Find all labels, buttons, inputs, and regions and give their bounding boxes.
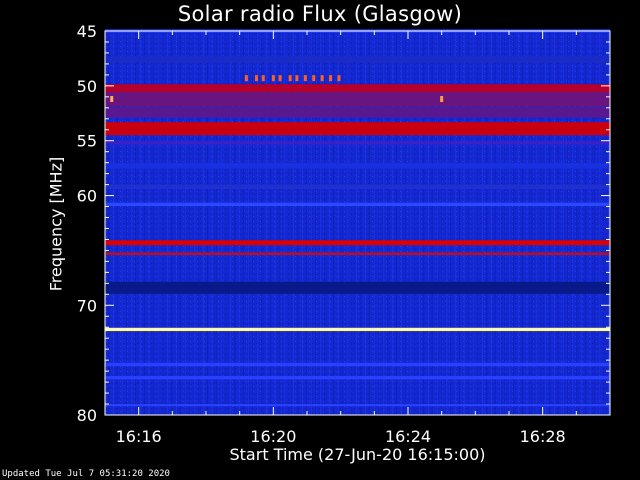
frequency-band xyxy=(105,91,610,107)
frequency-band xyxy=(105,252,610,256)
frequency-band xyxy=(105,281,610,294)
burst-mark xyxy=(295,75,299,82)
frequency-band xyxy=(105,404,610,407)
frequency-band xyxy=(105,328,610,331)
frequency-band xyxy=(105,184,610,189)
burst-mark xyxy=(110,96,114,103)
x-tick-label: 16:24 xyxy=(385,427,431,446)
burst-mark xyxy=(337,75,341,82)
burst-mark xyxy=(288,75,292,82)
frequency-band xyxy=(105,362,610,367)
frequency-band xyxy=(105,141,610,145)
y-axis-label: Frequency [MHz] xyxy=(46,156,66,292)
updated-timestamp: Updated Tue Jul 7 05:31:20 2020 xyxy=(2,469,170,479)
frequency-band xyxy=(105,240,610,246)
frequency-band xyxy=(105,202,610,206)
y-tick-label: 45 xyxy=(77,22,97,41)
chart-title: Solar radio Flux (Glasgow) xyxy=(177,2,463,26)
burst-mark xyxy=(278,75,282,82)
x-axis-label: Start Time (27-Jun-20 16:15:00) xyxy=(229,445,486,464)
y-tick-label: 50 xyxy=(77,77,97,96)
y-tick-label: 70 xyxy=(77,296,97,315)
x-tick-label: 16:28 xyxy=(520,427,566,446)
burst-mark xyxy=(312,75,316,82)
y-tick-label: 60 xyxy=(77,187,97,206)
burst-mark xyxy=(329,75,333,82)
burst-mark xyxy=(244,75,248,82)
burst-mark xyxy=(261,75,265,82)
frequency-band xyxy=(105,122,610,136)
frequency-band xyxy=(105,84,610,95)
axes: 45 50 55 60 70 80 16:16 16:20 16:24 16:28 xyxy=(77,22,611,446)
y-tick-label: 80 xyxy=(77,406,97,425)
x-tick-label: 16:16 xyxy=(116,427,162,446)
frequency-band xyxy=(105,163,610,169)
y-tick-label: 55 xyxy=(77,132,97,151)
burst-mark xyxy=(255,75,258,82)
frequency-band xyxy=(105,56,610,63)
plot-area xyxy=(105,29,610,415)
burst-mark xyxy=(271,75,275,82)
frequency-band xyxy=(105,376,610,380)
burst-mark xyxy=(303,75,307,82)
burst-mark xyxy=(440,96,444,103)
frequency-band xyxy=(105,106,610,118)
x-tick-label: 16:20 xyxy=(250,427,296,446)
burst-mark xyxy=(320,75,324,82)
plot-frame xyxy=(104,30,611,416)
